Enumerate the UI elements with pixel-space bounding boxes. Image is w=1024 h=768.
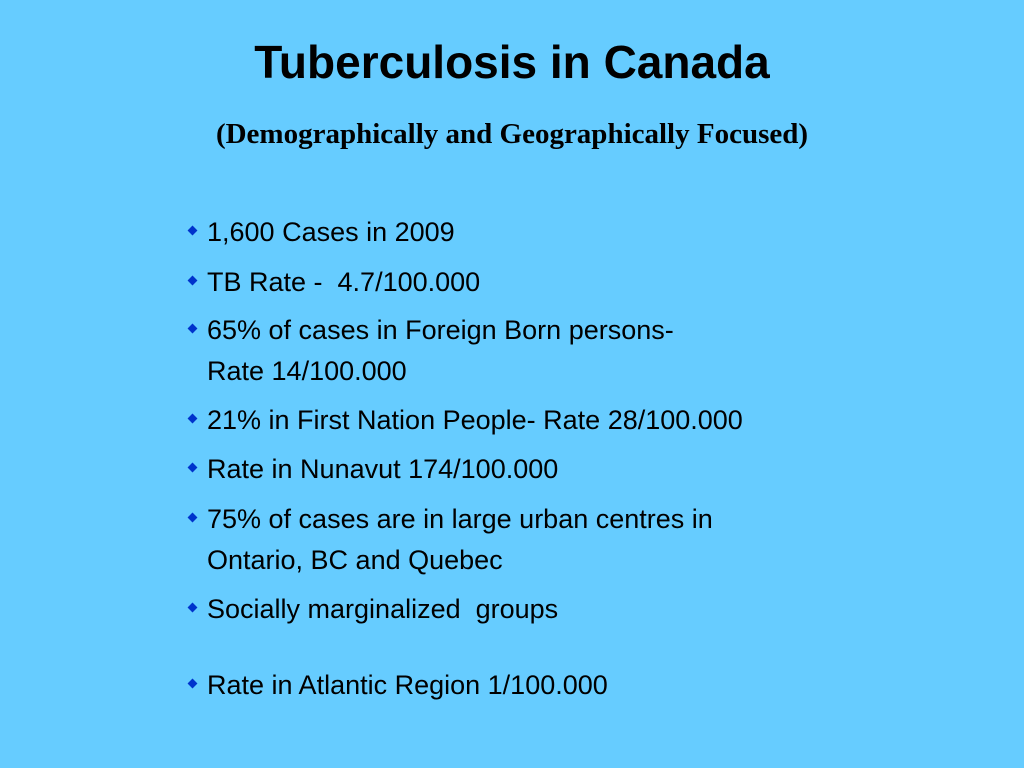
bullet-marker (187, 413, 198, 424)
bullet-text: Rate in Nunavut 174/100.000 (207, 454, 559, 484)
subtitle: (Demographically and Geographically Focu… (215, 118, 809, 150)
title: Tuberculosis in Canada (254, 36, 770, 88)
bullet-text: 65% of cases in Foreign Born persons- (207, 315, 674, 345)
bullet-text: 21% in First Nation People- Rate 28/100.… (207, 405, 743, 435)
bullet-text: 1,600 Cases in 2009 (207, 217, 455, 247)
bullet-item: Rate in Nunavut 174/100.000 (187, 449, 559, 490)
bullet-item: TB Rate - 4.7/100.000 (187, 262, 481, 303)
bullet-item: 1,600 Cases in 2009 (187, 212, 455, 253)
bullet-marker (187, 323, 198, 334)
bullet-marker (187, 225, 198, 236)
bullet-marker (187, 512, 198, 523)
bullet-item: Socially marginalized groups (187, 589, 559, 630)
bullet-marker (187, 602, 198, 613)
bullet-marker (187, 275, 198, 286)
bullet-text: Rate in Atlantic Region 1/100.000 (207, 670, 608, 700)
bullet-text: TB Rate - 4.7/100.000 (207, 267, 481, 297)
bullet-item: 65% of cases in Foreign Born persons- Rat… (187, 310, 674, 392)
bullet-item: 21% in First Nation People- Rate 28/100.… (187, 400, 743, 441)
bullet-item: Rate in Atlantic Region 1/100.000 (187, 665, 608, 706)
bullet-item: 75% of cases are in large urban centres … (187, 499, 713, 581)
bullet-text: Socially marginalized groups (207, 594, 559, 624)
bullet-marker (187, 462, 198, 473)
bullet-text: Ontario, BC and Quebec (207, 545, 503, 575)
bullet-text: 75% of cases are in large urban centres … (207, 504, 713, 534)
bullet-marker (187, 678, 198, 689)
bullet-text: Rate 14/100.000 (207, 356, 407, 386)
